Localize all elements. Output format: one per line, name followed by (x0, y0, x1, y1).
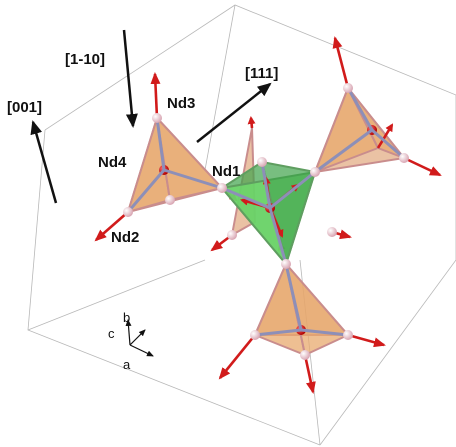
tetrahedron-right (313, 36, 442, 177)
axis-c-label: c (108, 326, 115, 341)
label-nd2: Nd2 (111, 229, 139, 246)
axis-b-label: b (123, 310, 130, 325)
label-nd4: Nd4 (98, 154, 127, 171)
nd2-atom (123, 207, 133, 217)
axes-triad: a b c (108, 310, 154, 372)
nd3-atom (152, 113, 162, 123)
arrow-111 (196, 82, 272, 143)
tetrahedron-left (94, 72, 238, 242)
label-dir-001: [001] (7, 99, 42, 116)
label-dir-111: [111] (245, 65, 278, 82)
tetrahedron-bottom (218, 242, 386, 394)
nd4-atom (165, 195, 175, 205)
tetrahedron-central (217, 157, 320, 269)
arrow-001 (30, 120, 58, 204)
label-dir-1m10: [1-10] (65, 51, 105, 68)
label-nd3: Nd3 (167, 95, 195, 112)
arrow-1m10 (122, 29, 138, 128)
label-nd1: Nd1 (212, 163, 240, 180)
nd1-atom (217, 183, 227, 193)
axis-a-label: a (123, 357, 131, 372)
